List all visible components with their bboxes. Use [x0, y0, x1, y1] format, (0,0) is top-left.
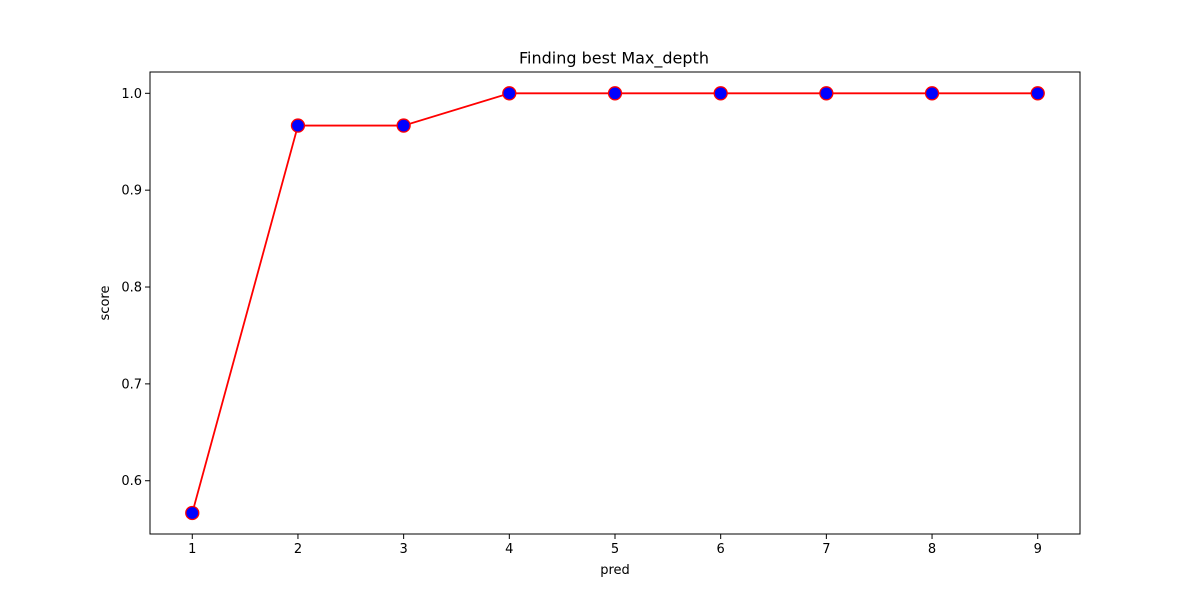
- x-tick-label: 2: [294, 542, 302, 557]
- plot-frame: [149, 71, 1081, 535]
- data-point: [924, 86, 940, 101]
- data-point: [819, 86, 834, 101]
- data-point: [185, 505, 200, 521]
- x-tick-label: 8: [928, 542, 936, 557]
- data-point: [713, 86, 728, 101]
- x-tick-label: 5: [611, 542, 619, 557]
- data-point: [607, 86, 623, 101]
- chart-title: Finding best Max_depth: [519, 49, 709, 69]
- y-tick-label: 0.6: [121, 474, 142, 489]
- plot-area: [150, 72, 1080, 534]
- y-axis-ticks: 0.6 0.7 0.8 0.9 1.0: [121, 87, 150, 489]
- x-tick-label: 6: [717, 542, 725, 557]
- y-axis-label: score: [98, 286, 113, 321]
- x-axis-ticks: 1 2 3 4 5 6 7 8 9: [188, 534, 1042, 557]
- y-tick-label: 0.9: [121, 184, 142, 199]
- data-point: [1030, 86, 1045, 101]
- data-point: [502, 86, 517, 101]
- x-tick-label: 9: [1034, 542, 1042, 557]
- x-tick-label: 3: [399, 542, 407, 557]
- y-tick-label: 0.8: [121, 281, 142, 296]
- x-axis-label: pred: [600, 563, 630, 578]
- y-tick-label: 1.0: [121, 87, 142, 102]
- y-tick-label: 0.7: [121, 377, 142, 392]
- data-point: [290, 118, 306, 133]
- x-tick-label: 4: [505, 542, 513, 557]
- x-tick-label: 7: [822, 542, 830, 557]
- series-layer: [185, 86, 1045, 521]
- data-point: [396, 118, 411, 133]
- x-tick-label: 1: [188, 542, 196, 557]
